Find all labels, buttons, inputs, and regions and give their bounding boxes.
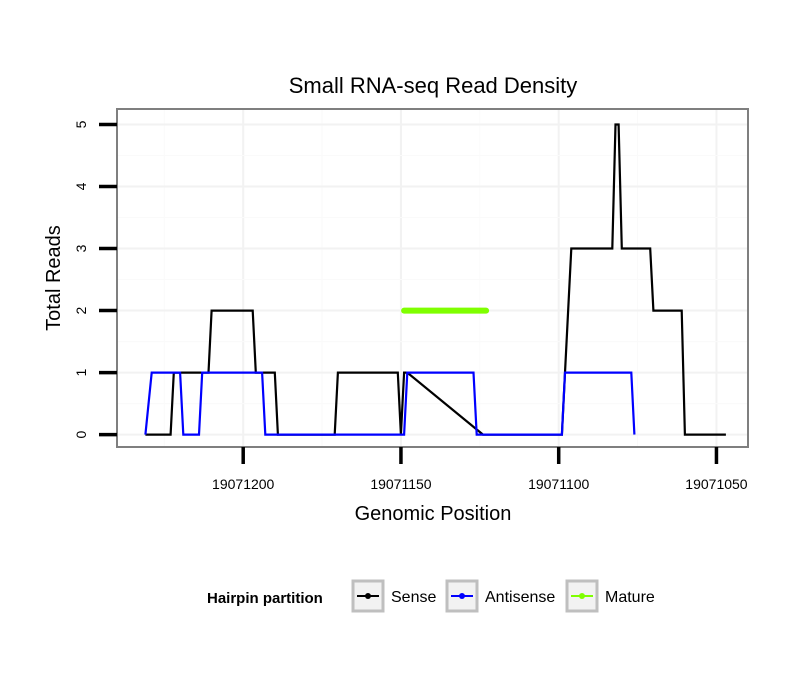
y-axis: 0 1 2 3 4 5 bbox=[73, 120, 117, 438]
legend-key-dot bbox=[365, 593, 371, 599]
series-line-antisense bbox=[144, 371, 636, 436]
legend-entries: Sense Antisense Mature bbox=[351, 579, 655, 613]
legend-item-sense: Sense bbox=[351, 579, 436, 613]
plot-background bbox=[117, 109, 748, 447]
plot-area bbox=[116, 108, 749, 448]
x-tick-label: 19071050 bbox=[685, 476, 748, 492]
y-axis-label: Total Reads bbox=[43, 225, 65, 331]
legend-title: Hairpin partition bbox=[207, 590, 323, 607]
y-tick-label: 4 bbox=[73, 182, 89, 190]
y-tick-label: 5 bbox=[73, 120, 89, 128]
x-tick-label: 19071150 bbox=[370, 476, 431, 492]
x-tick-label: 19071200 bbox=[212, 476, 275, 492]
series-line-sense bbox=[145, 123, 726, 436]
legend-label: Antisense bbox=[485, 589, 555, 606]
legend: Hairpin partition Sense Antisense Mature bbox=[207, 579, 655, 613]
x-axis: 19071200 19071150 19071100 19071050 bbox=[212, 447, 748, 492]
x-axis-label: Genomic Position bbox=[355, 503, 512, 525]
x-tick-label: 19071100 bbox=[528, 476, 589, 492]
legend-label: Sense bbox=[391, 589, 436, 606]
y-tick-label: 2 bbox=[73, 306, 89, 314]
series-layer bbox=[144, 123, 726, 436]
chart-title: Small RNA-seq Read Density bbox=[289, 73, 578, 98]
y-tick-label: 3 bbox=[73, 244, 89, 252]
y-tick-label: 0 bbox=[73, 430, 89, 438]
legend-item-mature: Mature bbox=[565, 579, 655, 613]
y-tick-label: 1 bbox=[73, 368, 89, 376]
legend-item-antisense: Antisense bbox=[445, 579, 555, 613]
plot-border bbox=[116, 108, 749, 448]
legend-key-dot bbox=[579, 593, 585, 599]
legend-key-dot bbox=[459, 593, 465, 599]
legend-label: Mature bbox=[605, 589, 655, 606]
